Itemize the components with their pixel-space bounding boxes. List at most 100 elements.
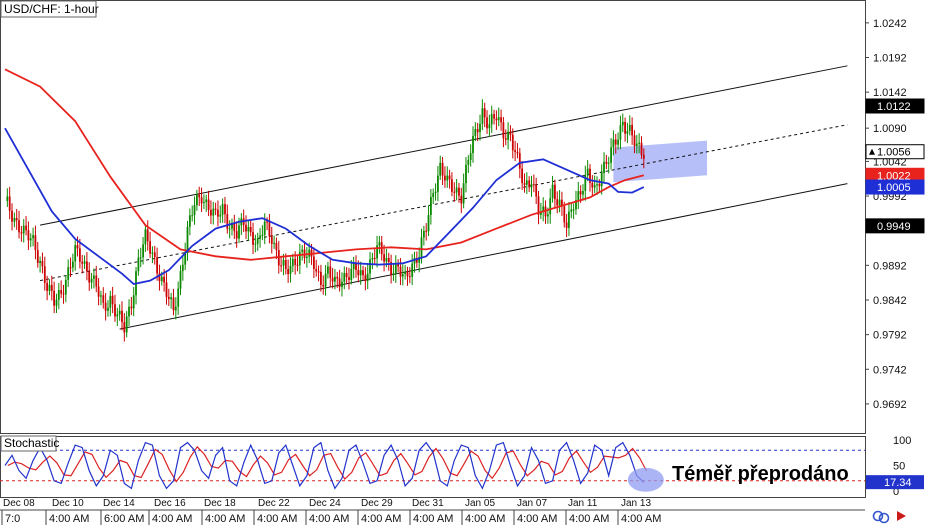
candle-body: [341, 281, 343, 287]
candle-body: [406, 272, 409, 277]
price-badge-value: 1.0005: [877, 182, 911, 194]
stochastic-k-line: [4, 441, 645, 490]
candle-body: [430, 197, 432, 215]
candle-body: [165, 282, 168, 297]
candle-body: [57, 290, 60, 300]
candle-body: [626, 131, 629, 134]
x-time-label: 4:00 AM: [257, 513, 297, 525]
candle-body: [357, 270, 360, 276]
candle-body: [394, 263, 397, 274]
candle-body: [467, 160, 470, 165]
candle-body: [486, 117, 488, 129]
x-time-label: 4:00 AM: [413, 513, 453, 525]
candle-body: [266, 221, 268, 223]
candle-body: [39, 261, 41, 263]
candle-body: [570, 209, 573, 212]
candle-body: [181, 264, 184, 272]
candle-body: [317, 271, 320, 273]
candle-body: [268, 222, 271, 237]
candlesticks: [6, 99, 645, 342]
candle-body: [596, 184, 598, 186]
candle-body: [20, 232, 23, 234]
candle-body: [579, 191, 582, 195]
candle-body: [500, 117, 502, 123]
candle-body: [156, 257, 158, 274]
candle-body: [462, 183, 465, 204]
channel-lower-line: [119, 183, 848, 330]
candle-body: [446, 175, 449, 181]
stochastic-pane[interactable]: [0, 436, 866, 498]
candle-body: [509, 131, 512, 135]
candle-body: [369, 259, 371, 274]
candle-body: [306, 256, 308, 258]
stoch-tick-label: 100: [893, 435, 911, 447]
candle-body: [69, 267, 72, 269]
candle-body: [362, 270, 364, 276]
candle-body: [415, 258, 418, 263]
candle-body: [554, 184, 556, 200]
candle-body: [280, 265, 282, 267]
candle-body: [387, 258, 390, 262]
candle-body: [479, 123, 481, 133]
candle-body: [411, 263, 414, 277]
candle-body: [453, 191, 456, 193]
candle-body: [163, 276, 165, 283]
x-date-label: Dec 08: [3, 498, 35, 509]
price-badge-channel-top: 1.0122: [865, 98, 925, 114]
price-badge-bg: [865, 218, 925, 234]
main-pane-frame: [0, 0, 866, 434]
y-tick-label: 1.0242: [873, 18, 907, 30]
candle-body: [36, 250, 39, 263]
candle-body: [102, 295, 105, 303]
candle-body: [313, 256, 315, 269]
candle-body: [493, 114, 495, 119]
candle-body: [334, 276, 336, 282]
candle-body: [167, 296, 170, 300]
candle-body: [254, 243, 257, 245]
candle-body: [263, 221, 266, 235]
candle-body: [177, 288, 180, 307]
candle-body: [495, 118, 498, 121]
candle-body: [294, 258, 297, 265]
candle-body: [568, 211, 570, 228]
candle-body: [408, 276, 411, 278]
candle-body: [151, 252, 154, 254]
candle-body: [532, 184, 535, 186]
x-time-label: 4:00 AM: [569, 513, 609, 525]
channel-upper-line: [40, 65, 848, 226]
candle-body: [561, 199, 563, 207]
candle-body: [189, 215, 191, 227]
candle-body: [53, 290, 55, 306]
candle-body: [144, 229, 147, 245]
link-icon[interactable]: [872, 510, 890, 524]
candle-body: [191, 215, 194, 217]
y-tick-label: 1.0142: [873, 87, 907, 99]
main-price-pane[interactable]: [0, 0, 866, 434]
stoch-tick-label: 0: [893, 486, 899, 498]
candle-body: [153, 252, 156, 258]
stochastic-frame: [0, 436, 866, 498]
y-tick-label: 0.9742: [873, 364, 907, 376]
candle-body: [586, 168, 589, 176]
candle-body: [221, 204, 224, 215]
candle-body: [444, 175, 446, 181]
candle-body: [226, 214, 229, 229]
chart-title: USD/CHF: 1-hour: [4, 2, 99, 16]
candle-body: [392, 273, 395, 275]
candle-body: [584, 175, 587, 191]
candle-body: [261, 234, 264, 236]
arrow-right-icon[interactable]: [897, 511, 906, 521]
candle-body: [315, 269, 318, 272]
candle-body: [27, 230, 30, 241]
candle-body: [605, 161, 608, 164]
candle-body: [535, 185, 538, 197]
candle-body: [558, 199, 561, 206]
x-time-label: 4:00 AM: [152, 513, 192, 525]
candle-body: [217, 209, 219, 217]
candle-body: [247, 227, 250, 232]
candle-body: [359, 270, 362, 276]
y-tick-label: 0.9692: [873, 399, 907, 411]
candle-body: [111, 295, 114, 305]
x-date-label: Dec 22: [258, 498, 290, 509]
